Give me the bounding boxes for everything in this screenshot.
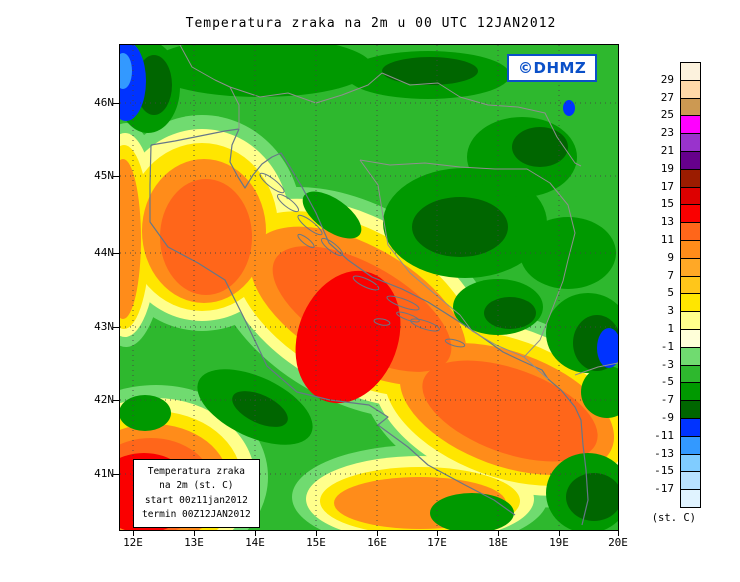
lon-tick: [316, 530, 317, 536]
legend-line: na 2m (st. C): [159, 480, 234, 492]
map-plot: [119, 44, 619, 531]
lat-tick: [113, 176, 119, 177]
colorbar-cell: [680, 151, 701, 170]
colorbar-label: 19: [660, 161, 674, 175]
colorbar-cell: [680, 346, 701, 366]
legend-line: termin 00Z12JAN2012: [142, 508, 251, 520]
colorbar-label: 5: [667, 286, 674, 300]
band-light-blue-cold: [120, 53, 132, 89]
colorbar-label: 29: [660, 72, 674, 86]
lat-axis-label: 42N: [94, 393, 114, 406]
lon-axis-label: 19E: [549, 536, 569, 549]
dhmz-logo-text: ©DHMZ: [518, 59, 587, 77]
lat-axis-label: 43N: [94, 320, 114, 333]
lon-axis-label: 17E: [427, 536, 447, 549]
lat-axis-label: 44N: [94, 246, 114, 259]
colorbar-label: 17: [660, 179, 674, 193]
islands-outline: [259, 172, 466, 348]
colorbar-label: -11: [654, 428, 674, 442]
colorbar-cell: [680, 204, 701, 224]
lon-axis-label: 16E: [367, 536, 387, 549]
grid-lines: [120, 45, 618, 530]
colorbar-cell: [680, 62, 701, 81]
colorbar-label: -13: [654, 446, 674, 460]
colorbar-cell: [680, 115, 701, 135]
lat-tick: [113, 474, 119, 475]
lon-axis-label: 12E: [123, 536, 143, 549]
legend-box: Temperatura zraka na 2m (st. C) start 00…: [133, 459, 260, 528]
colorbar-label: -1: [660, 339, 674, 353]
lon-axis-label: 20E: [608, 536, 628, 549]
colorbar-cell: [680, 364, 701, 384]
colorbar-label: 13: [660, 215, 674, 229]
colorbar-label: 23: [660, 126, 674, 140]
colorbar-label: -9: [660, 411, 674, 424]
page-title: Temperatura zraka na 2m u 00 UTC 12JAN20…: [185, 16, 557, 31]
colorbar-label: 21: [660, 144, 674, 157]
colorbar-label: 7: [667, 268, 674, 282]
colorbar-cell: [680, 471, 701, 491]
colorbar-label: 27: [660, 90, 674, 104]
lon-axis-label: 15E: [306, 536, 326, 549]
lon-tick: [255, 530, 256, 536]
legend-line: start 00z11jan2012: [144, 494, 248, 506]
lat-tick: [113, 327, 119, 328]
colorbar-unit: (st. C): [651, 512, 696, 524]
lat-tick: [113, 103, 119, 104]
lat-axis-label: 41N: [94, 467, 114, 480]
colorbar-label: -5: [660, 375, 674, 389]
lon-tick: [437, 530, 438, 536]
colorbar-cell: [680, 240, 701, 259]
dhmz-logo: ©DHMZ: [507, 54, 598, 82]
colorbar-label: -17: [654, 482, 674, 496]
lon-tick: [377, 530, 378, 536]
coastline: [149, 128, 589, 526]
lon-tick: [618, 530, 619, 536]
lon-axis-label: 14E: [245, 536, 265, 549]
colorbar-cell: [680, 453, 701, 473]
colorbar-cell: [680, 329, 701, 348]
colorbar-cell: [680, 293, 701, 313]
colorbar-cell: [680, 133, 701, 152]
legend-line: Temperatura zraka: [147, 466, 245, 477]
temperature-field-svg: [120, 45, 618, 530]
colorbar-cell: [680, 275, 701, 295]
colorbar-cell: [680, 79, 701, 99]
colorbar-label: 25: [660, 108, 674, 122]
colorbar-cell: [680, 97, 701, 117]
lon-tick: [559, 530, 560, 536]
lon-axis-label: 18E: [488, 536, 508, 549]
colorbar-label: 15: [660, 197, 674, 211]
colorbar-label: 11: [660, 233, 674, 246]
colorbar-cell: [680, 311, 701, 330]
colorbar-cell: [680, 418, 701, 437]
colorbar-label: -15: [654, 464, 674, 478]
lat-axis-label: 46N: [94, 96, 114, 109]
lat-tick: [113, 253, 119, 254]
lon-tick: [133, 530, 134, 536]
colorbar-cell: [680, 489, 701, 508]
lat-tick: [113, 400, 119, 401]
colorbar-cell: [680, 186, 701, 206]
colorbar-cell: [680, 168, 701, 188]
lon-tick: [194, 530, 195, 536]
colorbar-cell: [680, 400, 701, 419]
lon-axis-label: 13E: [184, 536, 204, 549]
colorbar-cell: [680, 222, 701, 241]
country-borders: [179, 45, 618, 380]
lat-axis-label: 45N: [94, 169, 114, 182]
colorbar-cell: [680, 435, 701, 455]
colorbar-label: 3: [667, 304, 674, 318]
colorbar-label: 1: [667, 322, 674, 335]
colorbar-label: 9: [667, 250, 674, 264]
colorbar-cell: [680, 257, 701, 277]
lon-tick: [498, 530, 499, 536]
colorbar-label: -7: [660, 393, 674, 407]
colorbar-label: -3: [660, 357, 674, 371]
colorbar-cell: [680, 382, 701, 402]
